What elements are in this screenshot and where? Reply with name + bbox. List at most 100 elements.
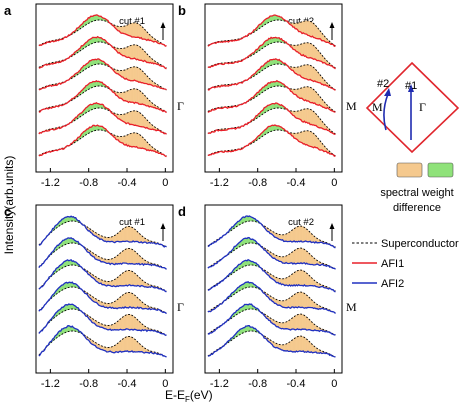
x-label-main: E-E <box>165 388 185 402</box>
x-tick-label: -0.4 <box>287 177 306 189</box>
m-point-label: M <box>372 100 383 114</box>
panel-label: c <box>4 204 11 219</box>
superconductor-curve <box>207 330 336 358</box>
x-tick-label: -0.4 <box>118 177 137 189</box>
cut1-arrowhead <box>408 84 414 92</box>
afi1-curve <box>38 124 167 158</box>
x-tick-label: -0.8 <box>79 177 98 189</box>
afi1-curve <box>38 35 167 70</box>
superconductor-curve <box>38 63 167 91</box>
superconductor-curve <box>207 308 336 336</box>
weight-caption-line1: spectral weight <box>380 187 453 199</box>
line-legend: Superconductor AFI1 AFI2 <box>352 238 459 290</box>
x-tick-label: 0 <box>331 378 337 390</box>
x-label-sub: F <box>185 395 190 404</box>
afi2-curve <box>207 258 336 293</box>
superconductor-curve <box>38 308 167 336</box>
panel-d: d cut #2 M -1.2 -0.8 -0.4 0 <box>178 204 357 390</box>
afi1-curve <box>207 36 336 70</box>
afi2-curve <box>207 215 336 249</box>
superconductor-curve <box>207 63 336 91</box>
afi2-curve <box>38 281 167 315</box>
afi1-curve <box>207 58 336 91</box>
cut1-label: #1 <box>405 80 417 92</box>
superconductor-curve <box>38 19 167 47</box>
superconductor-curve <box>38 330 167 358</box>
superconductor-curve <box>207 19 336 47</box>
orange-swatch <box>396 162 423 178</box>
cut-arrowhead <box>160 22 166 28</box>
superconductor-curve <box>38 107 167 135</box>
gamma-point-label: Γ <box>419 100 426 114</box>
plot-frame <box>35 3 174 173</box>
superconductor-curve <box>38 286 167 314</box>
afi1-curve <box>38 58 167 91</box>
superconductor-curve <box>38 220 167 248</box>
x-tick-label: -0.8 <box>248 378 267 390</box>
superconductor-curve <box>38 85 167 113</box>
plot-frame <box>204 204 343 374</box>
afi1-curve <box>207 14 336 48</box>
superconductor-curve <box>38 264 167 292</box>
superconductor-curve <box>207 264 336 292</box>
zone-diamond <box>365 61 460 154</box>
x-tick-label: -1.2 <box>210 378 229 390</box>
cut2-label: #2 <box>377 78 389 90</box>
superconductor-curve <box>207 286 336 314</box>
plot-frame <box>204 3 343 173</box>
k-point-label: M <box>346 99 357 113</box>
x-tick-label: -1.2 <box>41 177 60 189</box>
cut-arrowhead <box>329 223 335 229</box>
weight-caption-line2: difference <box>393 202 441 214</box>
afi1-curve <box>38 79 167 114</box>
superconductor-curve <box>38 41 167 69</box>
superconductor-curve <box>207 41 336 69</box>
plot-frame <box>35 204 174 374</box>
cut-label: cut #2 <box>288 217 314 228</box>
cut-arrowhead <box>160 223 166 229</box>
superconductor-curve <box>38 242 167 270</box>
weight-difference-legend: spectral weight difference <box>380 162 454 214</box>
k-point-label: Γ <box>177 300 184 314</box>
x-axis-label: E-EF(eV) <box>165 388 213 404</box>
afi2-curve <box>38 303 167 336</box>
cut2-arrow <box>383 93 389 131</box>
cut-label: cut #2 <box>288 16 314 27</box>
brillouin-zone-inset: #2 #1 M Γ <box>365 61 460 154</box>
afi1-curve <box>207 79 336 113</box>
panel-label: b <box>178 3 186 18</box>
panel-label: d <box>178 204 186 219</box>
panel-label: a <box>4 3 12 18</box>
x-tick-label: -0.8 <box>79 378 98 390</box>
panel-a: a cut #1 Γ -1.2 -0.8 -0.4 0 <box>4 3 184 189</box>
x-tick-label: -1.2 <box>41 378 60 390</box>
x-tick-label: 0 <box>331 177 337 189</box>
panel-b: b cut #2 M -1.2 -0.8 -0.4 0 <box>178 3 357 189</box>
panels-layer: a cut #1 Γ -1.2 -0.8 -0.4 0 b cut #2 M -1.2 -0.8 -0.… <box>4 3 357 390</box>
cut2-arrowhead <box>384 88 391 96</box>
green-swatch <box>427 162 454 178</box>
afi2-curve <box>38 237 167 270</box>
x-label-unit: (eV) <box>190 388 213 402</box>
afi2-curve <box>38 215 167 248</box>
legend-afi2-label: AFI2 <box>381 278 404 290</box>
afi2-curve <box>207 236 336 270</box>
cut-label: cut #1 <box>119 16 145 27</box>
afi1-curve <box>38 102 167 135</box>
y-axis-label: Intensity(arb.units) <box>2 156 16 255</box>
k-point-label: M <box>346 300 357 314</box>
superconductor-curve <box>38 129 167 157</box>
panel-c: c cut #1 Γ -1.2 -0.8 -0.4 0 <box>4 204 184 390</box>
superconductor-curve <box>207 85 336 113</box>
x-tick-label: -0.4 <box>118 378 137 390</box>
afi2-curve <box>207 281 336 314</box>
superconductor-curve <box>207 242 336 270</box>
afi2-curve <box>38 259 167 293</box>
afi2-curve <box>38 325 167 358</box>
cut-label: cut #1 <box>119 217 145 228</box>
afi2-curve <box>207 325 336 358</box>
afi1-curve <box>207 124 336 157</box>
x-tick-label: 0 <box>162 378 168 390</box>
x-tick-label: 0 <box>162 177 168 189</box>
